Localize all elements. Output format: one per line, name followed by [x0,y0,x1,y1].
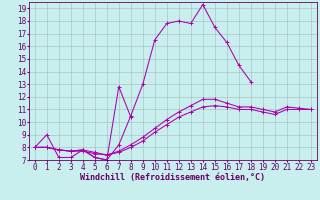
X-axis label: Windchill (Refroidissement éolien,°C): Windchill (Refroidissement éolien,°C) [80,173,265,182]
